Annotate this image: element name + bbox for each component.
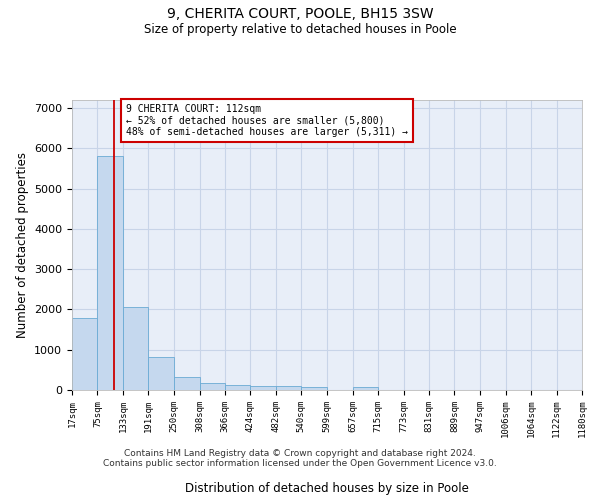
Bar [250,386,276,390]
Bar [225,385,250,390]
Text: 9, CHERITA COURT, POOLE, BH15 3SW: 9, CHERITA COURT, POOLE, BH15 3SW [167,8,433,22]
Bar [301,387,327,390]
Bar [200,382,225,390]
Bar [353,387,378,390]
Text: Distribution of detached houses by size in Poole: Distribution of detached houses by size … [185,482,469,495]
Bar [276,386,301,390]
Text: 9 CHERITA COURT: 112sqm
← 52% of detached houses are smaller (5,800)
48% of semi: 9 CHERITA COURT: 112sqm ← 52% of detache… [126,104,408,136]
Text: Size of property relative to detached houses in Poole: Size of property relative to detached ho… [143,22,457,36]
Bar [97,156,123,390]
Bar [123,308,148,390]
Y-axis label: Number of detached properties: Number of detached properties [16,152,29,338]
Text: Contains HM Land Registry data © Crown copyright and database right 2024.: Contains HM Land Registry data © Crown c… [124,448,476,458]
Bar [174,376,200,390]
Text: Contains public sector information licensed under the Open Government Licence v3: Contains public sector information licen… [103,458,497,468]
Bar [72,318,97,390]
Bar [148,357,174,390]
